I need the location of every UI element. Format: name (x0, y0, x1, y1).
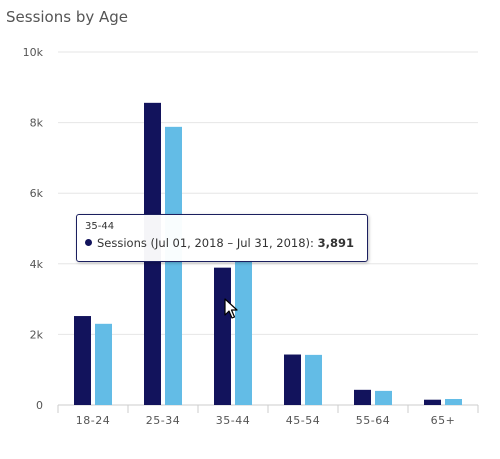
x-tick-label: 65+ (431, 414, 456, 427)
x-tick-label: 18-24 (76, 414, 110, 427)
chart-title: Sessions by Age (6, 8, 128, 26)
bar-series-1 (284, 354, 301, 405)
chart-tooltip: 35-44 Sessions (Jul 01, 2018 – Jul 31, 2… (76, 214, 368, 262)
x-tick-label: 35-44 (216, 414, 250, 427)
series-dot-icon (85, 239, 92, 246)
y-tick-label: 8k (30, 117, 44, 130)
tooltip-line: Sessions (Jul 01, 2018 – Jul 31, 2018): … (85, 236, 359, 250)
y-tick-label: 10k (23, 46, 44, 59)
bar-series-1 (354, 389, 371, 405)
x-tick-label: 55-64 (356, 414, 390, 427)
x-tick-label: 45-54 (286, 414, 320, 427)
y-tick-label: 6k (30, 187, 44, 200)
bar-series-1 (74, 316, 91, 405)
bar-series-2 (305, 354, 322, 405)
y-tick-label: 4k (30, 258, 44, 271)
y-tick-label: 2k (30, 328, 44, 341)
bar-series-2 (235, 260, 252, 405)
bar-series-1 (424, 399, 441, 405)
tooltip-category: 35-44 (85, 221, 115, 232)
mouse-pointer-icon (224, 298, 238, 319)
bar-series-1 (214, 267, 231, 405)
x-tick-label: 25-34 (146, 414, 180, 427)
bar-series-2 (95, 323, 112, 405)
bar-series-2 (375, 390, 392, 405)
tooltip-value: 3,891 (317, 236, 354, 250)
bar-series-2 (445, 398, 462, 405)
y-tick-label: 0 (36, 399, 43, 412)
bar-series-2 (165, 126, 182, 405)
tooltip-series-label: Sessions (Jul 01, 2018 – Jul 31, 2018): (97, 236, 318, 250)
